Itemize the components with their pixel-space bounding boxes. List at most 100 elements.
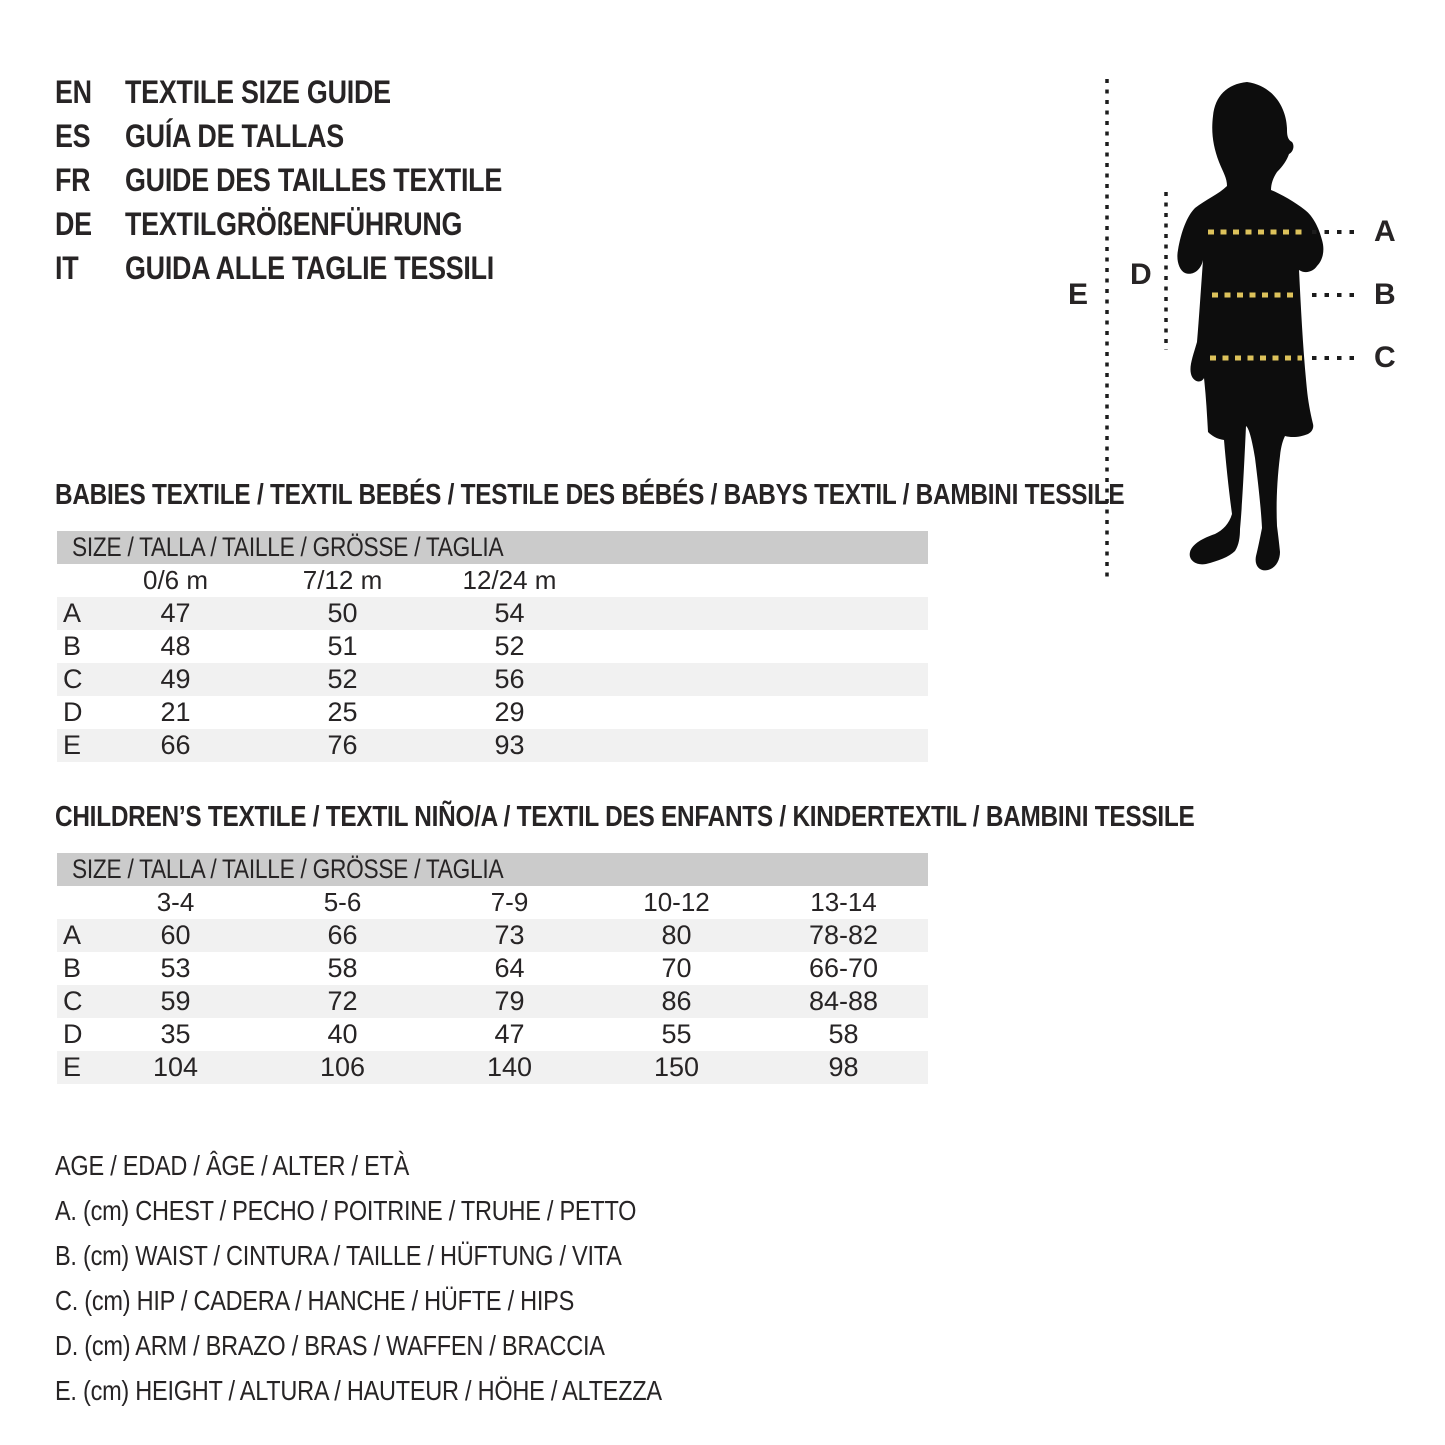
table-cell: 52 (494, 631, 525, 661)
table-cell: 47 (494, 1019, 525, 1049)
table-row-height: E 66 76 93 (57, 729, 928, 762)
page-title: GUIDA ALLE TAGLIE TESSILI (125, 249, 495, 286)
table-cell: 55 (661, 1019, 692, 1049)
table-cell: 66-70 (808, 953, 879, 983)
page-title: GUÍA DE TALLAS (125, 117, 344, 154)
table-cell: 93 (494, 730, 525, 760)
column-header: 7-9 (490, 887, 529, 917)
row-label: E (63, 1052, 82, 1082)
table-row-hip: C 49 52 56 (57, 663, 928, 696)
row-label: D (63, 697, 83, 727)
table-cell: 140 (486, 1052, 533, 1082)
legend-hip-text: C. (cm) HIP / CADERA / HANCHE / HÜFTE / … (55, 1284, 575, 1316)
children-size-header-bar: SIZE / TALLA / TAILLE / GRÖSSE / TAGLIA (57, 853, 928, 886)
table-cell: 106 (319, 1052, 366, 1082)
legend-age-text: AGE / EDAD / ÂGE / ALTER / ETÀ (55, 1149, 410, 1181)
table-row-hip: C 59 72 79 86 84-88 (57, 985, 928, 1018)
column-header: 10-12 (643, 887, 710, 917)
row-label: C (63, 664, 83, 694)
table-cell: 47 (160, 598, 191, 628)
column-header: 7/12 m (302, 565, 383, 595)
language-code: FR (55, 161, 91, 198)
row-label: A (63, 920, 82, 950)
table-cell: 40 (327, 1019, 358, 1049)
figure-label-hip: C (1374, 341, 1396, 374)
legend-chest: A. (cm) CHEST / PECHO / POITRINE / TRUHE… (55, 1188, 777, 1233)
column-header: 5-6 (323, 887, 362, 917)
table-cell: 53 (160, 953, 191, 983)
table-cell: 54 (494, 598, 525, 628)
table-cell: 25 (327, 697, 358, 727)
column-header: 12/24 m (462, 565, 557, 595)
row-label: E (63, 730, 82, 760)
table-cell: 79 (494, 986, 525, 1016)
row-label: B (63, 631, 82, 661)
table-cell: 21 (160, 697, 191, 727)
children-section-headline: CHILDREN’S TEXTILE / TEXTIL NIÑO/A / TEX… (55, 801, 1412, 833)
babies-headline-text: BABIES TEXTILE / TEXTIL BEBÉS / TESTILE … (55, 478, 1125, 511)
table-cell: 56 (494, 664, 525, 694)
table-row-arm: D 35 40 47 55 58 (57, 1018, 928, 1051)
row-label: C (63, 986, 83, 1016)
table-row-waist: B 48 51 52 (57, 630, 928, 663)
table-row-height: E 104 106 140 150 98 (57, 1051, 928, 1084)
table-cell: 29 (494, 697, 525, 727)
size-header-text: SIZE / TALLA / TAILLE / GRÖSSE / TAGLIA (72, 854, 504, 884)
table-cell: 49 (160, 664, 191, 694)
legend-waist-text: B. (cm) WAIST / CINTURA / TAILLE / HÜFTU… (55, 1239, 622, 1271)
size-header-text: SIZE / TALLA / TAILLE / GRÖSSE / TAGLIA (72, 532, 504, 562)
table-row-chest: A 47 50 54 (57, 597, 928, 630)
table-cell: 59 (160, 986, 191, 1016)
table-cell: 86 (661, 986, 692, 1016)
legend-hip: C. (cm) HIP / CADERA / HANCHE / HÜFTE / … (55, 1278, 777, 1323)
column-header: 3-4 (156, 887, 195, 917)
table-cell: 150 (653, 1052, 700, 1082)
table-row-chest: A 60 66 73 80 78-82 (57, 919, 928, 952)
measurement-figure (1105, 79, 1362, 577)
table-row-arm: D 21 25 29 (57, 696, 928, 729)
table-cell: 66 (327, 920, 358, 950)
figure-label-waist: B (1374, 278, 1396, 311)
table-cell: 58 (327, 953, 358, 983)
child-silhouette (1177, 82, 1324, 571)
table-cell: 60 (160, 920, 191, 950)
legend-height: E. (cm) HEIGHT / ALTURA / HAUTEUR / HÖHE… (55, 1368, 777, 1413)
table-cell: 52 (327, 664, 358, 694)
table-cell: 70 (661, 953, 692, 983)
legend-arm: D. (cm) ARM / BRAZO / BRAS / WAFFEN / BR… (55, 1323, 777, 1368)
legend-age: AGE / EDAD / ÂGE / ALTER / ETÀ (55, 1143, 777, 1188)
row-label: D (63, 1019, 83, 1049)
babies-section-headline: BABIES TEXTILE / TEXTIL BEBÉS / TESTILE … (55, 479, 1328, 511)
title-row-de: DE TEXTILGRÖßENFÜHRUNG (55, 202, 574, 246)
column-header: 13-14 (810, 887, 877, 917)
legend-height-text: E. (cm) HEIGHT / ALTURA / HAUTEUR / HÖHE… (55, 1374, 662, 1406)
legend-chest-text: A. (cm) CHEST / PECHO / POITRINE / TRUHE… (55, 1194, 637, 1226)
figure-label-height: E (1068, 278, 1089, 311)
table-cell: 51 (327, 631, 358, 661)
language-title-block: EN TEXTILE SIZE GUIDE ES GUÍA DE TALLAS … (55, 70, 574, 290)
column-header: 0/6 m (142, 565, 209, 595)
table-cell: 66 (160, 730, 191, 760)
legend-waist: B. (cm) WAIST / CINTURA / TAILLE / HÜFTU… (55, 1233, 777, 1278)
table-cell: 78-82 (808, 920, 879, 950)
title-row-es: ES GUÍA DE TALLAS (55, 114, 574, 158)
title-row-en: EN TEXTILE SIZE GUIDE (55, 70, 574, 114)
figure-label-arm: D (1130, 258, 1152, 291)
language-code: DE (55, 205, 92, 242)
title-row-fr: FR GUIDE DES TAILLES TEXTILE (55, 158, 574, 202)
table-cell: 104 (152, 1052, 199, 1082)
language-code: ES (55, 117, 91, 154)
row-label: B (63, 953, 82, 983)
babies-size-header-bar: SIZE / TALLA / TAILLE / GRÖSSE / TAGLIA (57, 531, 928, 564)
title-row-it: IT GUIDA ALLE TAGLIE TESSILI (55, 246, 574, 290)
table-cell: 76 (327, 730, 358, 760)
table-cell: 72 (327, 986, 358, 1016)
table-cell: 35 (160, 1019, 191, 1049)
table-cell: 50 (327, 598, 358, 628)
table-cell: 64 (494, 953, 525, 983)
row-label: A (63, 598, 82, 628)
table-cell: 58 (828, 1019, 859, 1049)
children-column-header-row: 3-4 5-6 7-9 10-12 13-14 (57, 886, 928, 919)
children-size-table: SIZE / TALLA / TAILLE / GRÖSSE / TAGLIA … (57, 853, 928, 1084)
